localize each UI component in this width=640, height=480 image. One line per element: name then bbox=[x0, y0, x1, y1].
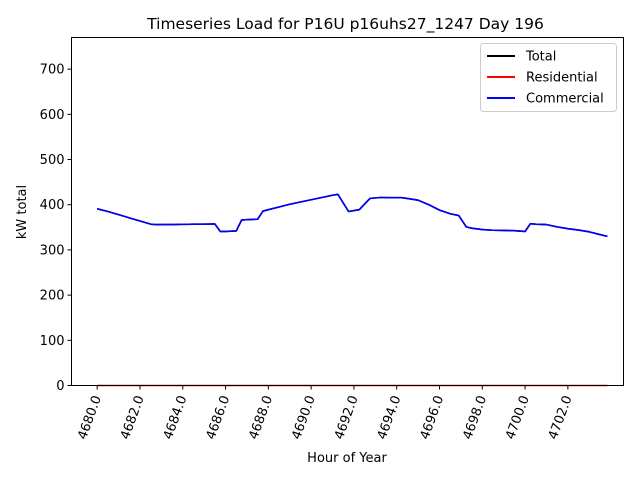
y-axis-label: kW total bbox=[15, 185, 30, 239]
y-tick-label: 600 bbox=[40, 108, 65, 123]
y-tick-label: 100 bbox=[40, 334, 65, 349]
legend: Total Residential Commercial bbox=[480, 43, 617, 112]
legend-label-residential: Residential bbox=[526, 71, 598, 86]
plot-frame bbox=[71, 37, 624, 386]
legend-label-total: Total bbox=[525, 50, 556, 65]
x-axis-label: Hour of Year bbox=[307, 451, 387, 466]
y-tick-label: 200 bbox=[40, 289, 65, 304]
y-axis: 0 100 200 300 400 500 600 700 bbox=[40, 63, 72, 394]
series-line-commercial bbox=[96, 193, 608, 238]
plot-area bbox=[71, 37, 624, 387]
legend-label-commercial: Commercial bbox=[526, 92, 604, 107]
y-tick-label: 300 bbox=[40, 243, 65, 258]
y-tick-label: 700 bbox=[40, 63, 65, 78]
y-tick-label: 500 bbox=[40, 153, 65, 168]
y-tick-label: 0 bbox=[56, 379, 64, 394]
chart-title: Timeseries Load for P16U p16uhs27_1247 D… bbox=[146, 15, 544, 34]
y-tick-label: 400 bbox=[40, 198, 65, 213]
legend-box bbox=[480, 43, 617, 112]
